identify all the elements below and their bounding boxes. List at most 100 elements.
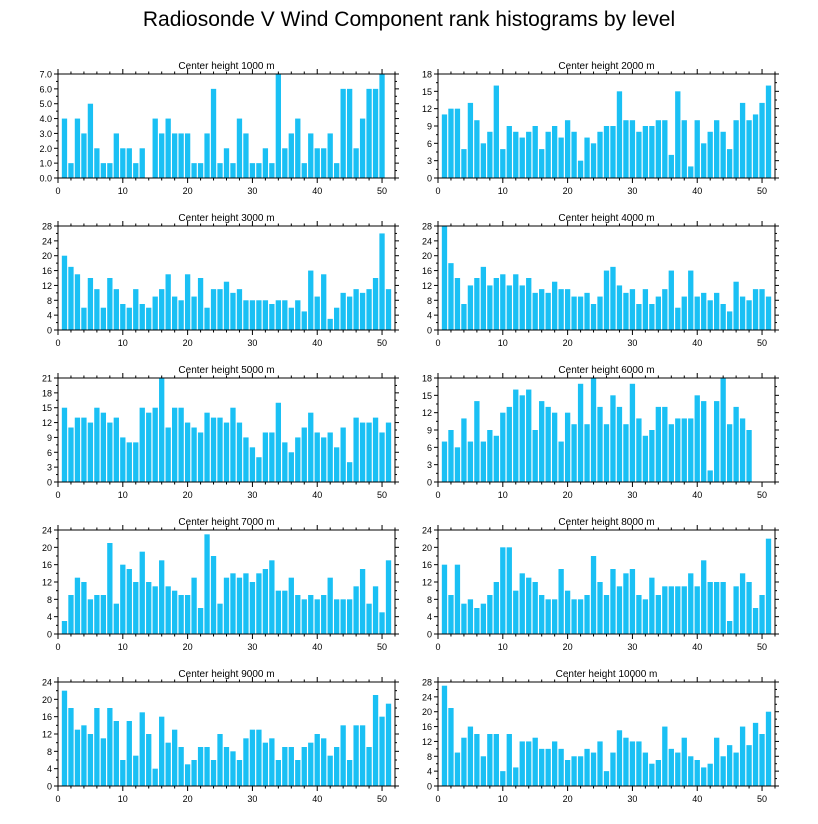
histogram-bar [178,300,184,330]
histogram-bar [733,752,739,786]
histogram-bar [629,383,636,482]
histogram-bar [759,734,765,786]
histogram-bar [223,148,230,178]
histogram-bar [217,163,223,178]
histogram-bar [597,582,603,634]
histogram-bar [301,599,307,634]
histogram-bar [584,137,590,178]
y-tick-label: 0 [427,478,432,488]
panel-title: Center height 5000 m [178,365,274,376]
histogram-bar [765,711,772,786]
x-tick-label: 0 [55,642,60,652]
histogram-bar [714,401,720,482]
x-tick-label: 0 [435,186,440,196]
histogram-bar [197,747,204,786]
histogram-bar [133,163,139,178]
histogram-bar [707,582,713,634]
histogram-bar [610,569,616,634]
histogram-bar [204,133,210,178]
x-tick-label: 0 [435,642,440,652]
histogram-bar [668,154,674,178]
histogram-bar [623,292,629,330]
histogram-bar [461,737,467,786]
histogram-bar [603,595,610,634]
histogram-bar [603,270,610,330]
histogram-bar [236,760,243,786]
histogram-bar [126,307,132,330]
y-tick-label: 12 [422,281,432,291]
histogram-bar [629,569,636,634]
histogram-bar [81,133,87,178]
histogram-panel: Center height 4000 m 0 4 8 12 16 20 24 28 0 10 20 30… [422,213,779,348]
histogram-bar [133,442,139,482]
histogram-bar [746,745,752,786]
histogram-bar [642,435,649,482]
histogram-bar [327,755,333,786]
histogram-bar [159,716,165,786]
histogram-bar [353,289,359,330]
histogram-bar [733,120,739,178]
histogram-bar [759,289,765,330]
x-tick-label: 0 [55,186,60,196]
histogram-bar [178,747,184,786]
histogram-bar [513,131,519,178]
histogram-bar [584,424,590,482]
histogram-bar [746,430,752,482]
histogram-bar [262,148,269,178]
histogram-bar [210,556,217,634]
figure-title: Radiosonde V Wind Component rank histogr… [142,8,676,31]
histogram-bar [217,289,223,330]
histogram-bar [746,120,752,178]
histogram-bar [733,406,739,482]
panel-title: Center height 10000 m [556,669,658,680]
histogram-bar [256,729,262,786]
histogram-bar [739,573,746,634]
histogram-bar [94,289,100,330]
histogram-bar [571,424,577,482]
x-tick-label: 10 [118,490,128,500]
histogram-bar [506,406,512,482]
histogram-bar [765,85,772,178]
histogram-bar [662,406,668,482]
histogram-bar [275,590,281,634]
histogram-bar [448,108,454,178]
histogram-bar [532,582,538,634]
histogram-bar [68,708,74,786]
histogram-bar [236,118,243,178]
histogram-bar [340,725,346,786]
histogram-bar [74,274,81,330]
y-tick-label: 12 [422,578,432,588]
histogram-bar [726,745,733,786]
x-tick-label: 50 [757,490,767,500]
histogram-bar [752,608,759,634]
histogram-bar [308,412,314,482]
histogram-bar [480,603,487,634]
histogram-bar [385,289,392,330]
y-tick-label: 15 [422,391,432,401]
histogram-bar [474,608,480,634]
y-tick-label: 2.0 [39,144,52,154]
y-tick-label: 16 [422,560,432,570]
histogram-bar [513,274,519,330]
x-tick-label: 20 [563,794,573,804]
histogram-bar [249,447,256,482]
x-tick-label: 50 [377,338,387,348]
histogram-bar [204,534,210,634]
histogram-bar [526,278,532,330]
y-tick-label: 12 [42,281,52,291]
histogram-bar [223,422,230,482]
histogram-bar [655,406,661,482]
histogram-bar [590,378,597,482]
histogram-bar [314,734,320,786]
histogram-bar [191,296,197,330]
histogram-bar [120,437,126,482]
x-tick-label: 10 [498,794,508,804]
histogram-bar [688,270,694,330]
histogram-bar [649,763,655,786]
y-tick-label: 4 [427,612,432,622]
histogram-bar [301,163,307,178]
histogram-bar [295,595,301,634]
x-tick-label: 30 [627,490,637,500]
histogram-bar [372,695,379,786]
histogram-bar [269,304,275,330]
